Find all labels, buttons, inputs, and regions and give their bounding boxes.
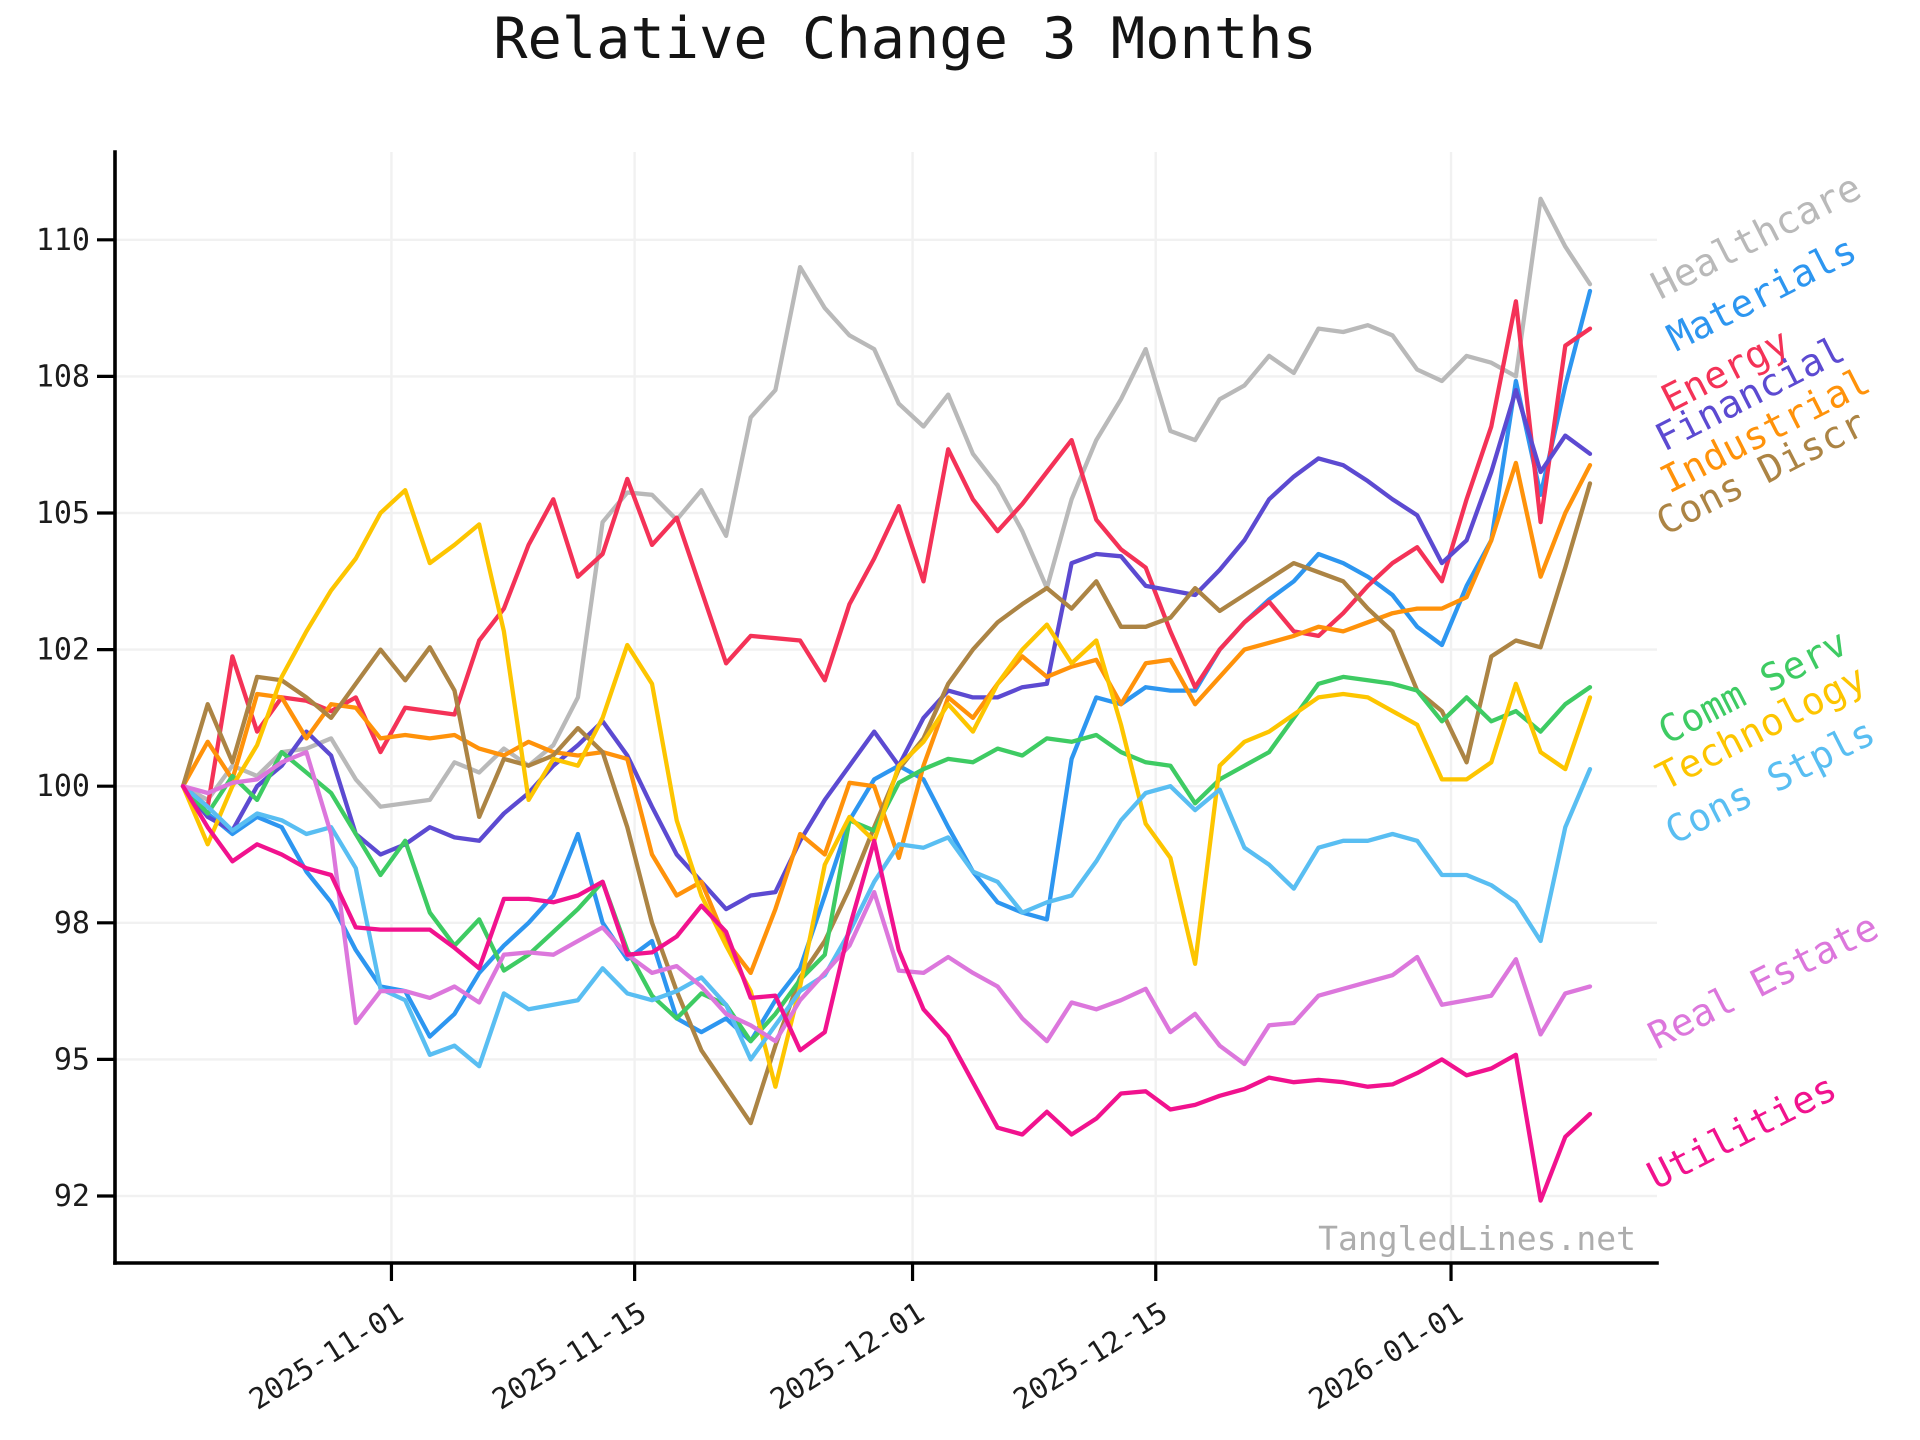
series-lines — [180, 196, 1593, 1203]
axes-spines — [113, 150, 1659, 1265]
series-line-cons-stpls — [180, 766, 1593, 1069]
y-tick-label-105: 105 — [36, 496, 90, 531]
series-line-healthcare — [180, 196, 1593, 809]
series-line-real-estate — [180, 749, 1593, 1067]
tick-marks — [97, 238, 1453, 1281]
series-line-utilities — [180, 784, 1593, 1203]
legend: HealthcareMaterialsEnergyFinancialIndust… — [1640, 165, 1885, 1198]
series-line-materials — [180, 288, 1593, 1044]
y-tick-label-102: 102 — [36, 633, 90, 668]
series-line-financial — [180, 387, 1593, 912]
y-tick-label-92: 92 — [54, 1179, 90, 1214]
series-line-energy — [180, 299, 1593, 809]
series-line-industrial — [180, 460, 1593, 976]
y-tick-label-100: 100 — [36, 769, 90, 804]
y-tick-label-110: 110 — [36, 223, 90, 258]
y-tick-label-108: 108 — [36, 359, 90, 394]
y-tick-label-95: 95 — [54, 1042, 90, 1077]
y-tick-labels: 92 95 98 100 102 105 108 110 — [36, 223, 90, 1214]
chart-title: Relative Change 3 Months — [493, 6, 1317, 72]
y-tick-label-98: 98 — [54, 906, 90, 941]
series-line-technology — [180, 488, 1593, 1089]
watermark-text: TangledLines.net — [1318, 1219, 1636, 1258]
